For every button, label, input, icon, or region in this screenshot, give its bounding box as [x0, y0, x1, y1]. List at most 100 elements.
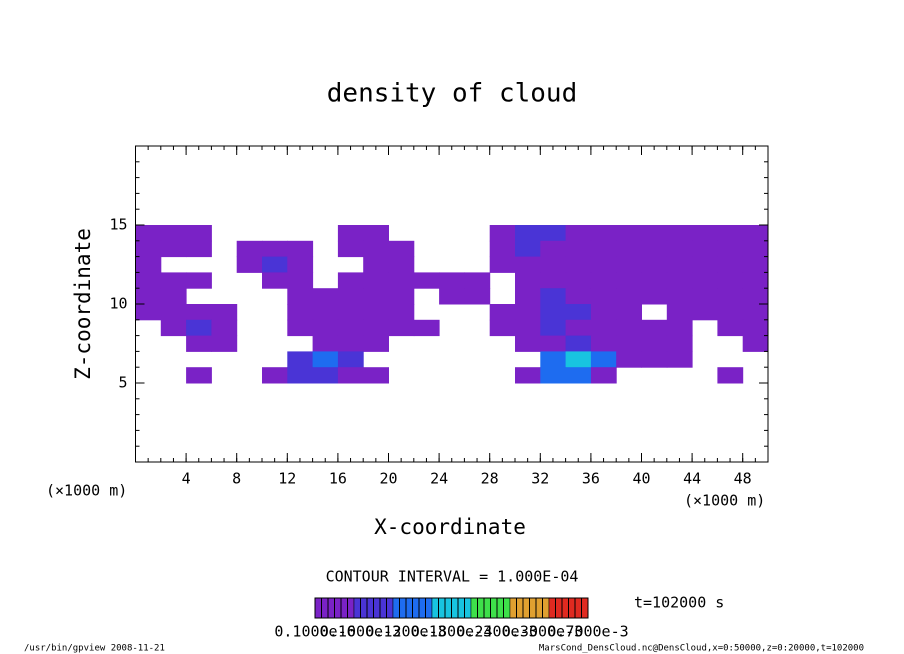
contour-interval: CONTOUR INTERVAL = 1.000E-04 [326, 568, 579, 586]
x-tick-label: 48 [734, 470, 752, 488]
cell [590, 256, 617, 273]
cell [337, 272, 364, 289]
cell [363, 319, 389, 337]
x-tick-label: 4 [182, 470, 191, 488]
cell [135, 288, 162, 305]
cell [211, 319, 238, 337]
x-tick-label: 32 [531, 470, 549, 488]
cell [742, 272, 769, 289]
cell [515, 272, 541, 289]
cell [666, 272, 693, 289]
cell [590, 288, 617, 305]
cell [692, 256, 718, 273]
x-tick-label: 44 [683, 470, 701, 488]
cell [692, 304, 718, 321]
cell [717, 367, 744, 384]
colorbar-label: 0.1200e-3 [365, 623, 446, 641]
cell [616, 225, 642, 242]
cell [590, 225, 617, 242]
cell [515, 319, 541, 337]
cell [160, 272, 187, 289]
y-tick-label: 15 [109, 216, 127, 234]
cell [363, 240, 389, 258]
cell [135, 240, 162, 258]
cell [287, 351, 314, 368]
cell [337, 288, 364, 305]
cell [337, 319, 364, 337]
cell [666, 240, 693, 258]
cell [186, 225, 212, 242]
cell [590, 272, 617, 289]
cell [590, 304, 617, 321]
cell [186, 319, 212, 337]
cell [742, 304, 769, 321]
cell [262, 256, 288, 273]
colorbar-label: 0.2400e-3 [456, 623, 537, 641]
cell [641, 272, 668, 289]
cell [287, 304, 314, 321]
cell [616, 304, 642, 321]
cell [515, 240, 541, 258]
chart-title: density of cloud [327, 79, 577, 109]
colorbar-label: 0.7000e-3 [547, 623, 628, 641]
cell [312, 304, 339, 321]
colorbar-label: 0.3000e-3 [502, 623, 583, 641]
cell [742, 225, 769, 242]
cell [337, 367, 364, 384]
cell [540, 256, 567, 273]
cell [692, 272, 718, 289]
cell [666, 335, 693, 352]
colorbar-frame [314, 597, 589, 619]
cell [388, 319, 415, 337]
cell [439, 272, 465, 289]
cell [565, 272, 592, 289]
cell [565, 288, 592, 305]
cell [641, 225, 668, 242]
cell [590, 240, 617, 258]
cell [692, 225, 718, 242]
cell [616, 240, 642, 258]
colorbar-label: 0.1000e-6 [274, 623, 355, 641]
x-tick-label: 40 [632, 470, 650, 488]
cell [590, 367, 617, 384]
cell [312, 335, 339, 352]
cell [540, 288, 567, 305]
cell [312, 351, 339, 368]
cell [666, 225, 693, 242]
cell [692, 240, 718, 258]
cell [135, 225, 162, 242]
cell [515, 288, 541, 305]
time-label: t=102000 s [634, 594, 724, 612]
x-tick-label: 24 [430, 470, 448, 488]
cell [287, 288, 314, 305]
cell [616, 319, 642, 337]
cell [160, 240, 187, 258]
y-axis-label: Z-coordinate [71, 228, 95, 380]
cell [413, 319, 440, 337]
cell [641, 256, 668, 273]
cell [616, 335, 642, 352]
x-tick-label: 16 [329, 470, 347, 488]
cell [565, 225, 592, 242]
cell [236, 256, 263, 273]
cell [565, 304, 592, 321]
cell [363, 304, 389, 321]
cell [186, 335, 212, 352]
cell [515, 256, 541, 273]
cell [287, 319, 314, 337]
cell [666, 288, 693, 305]
cell [337, 351, 364, 368]
cell [262, 272, 288, 289]
cell [287, 256, 314, 273]
cell [540, 272, 567, 289]
cell [363, 367, 389, 384]
cell [160, 304, 187, 321]
cell [515, 367, 541, 384]
cell [565, 351, 592, 368]
y-tick-label: 5 [118, 374, 127, 392]
cell [742, 319, 769, 337]
cell [717, 288, 744, 305]
x-unit: (×1000 m) [684, 492, 765, 510]
cell [515, 225, 541, 242]
cell [742, 288, 769, 305]
